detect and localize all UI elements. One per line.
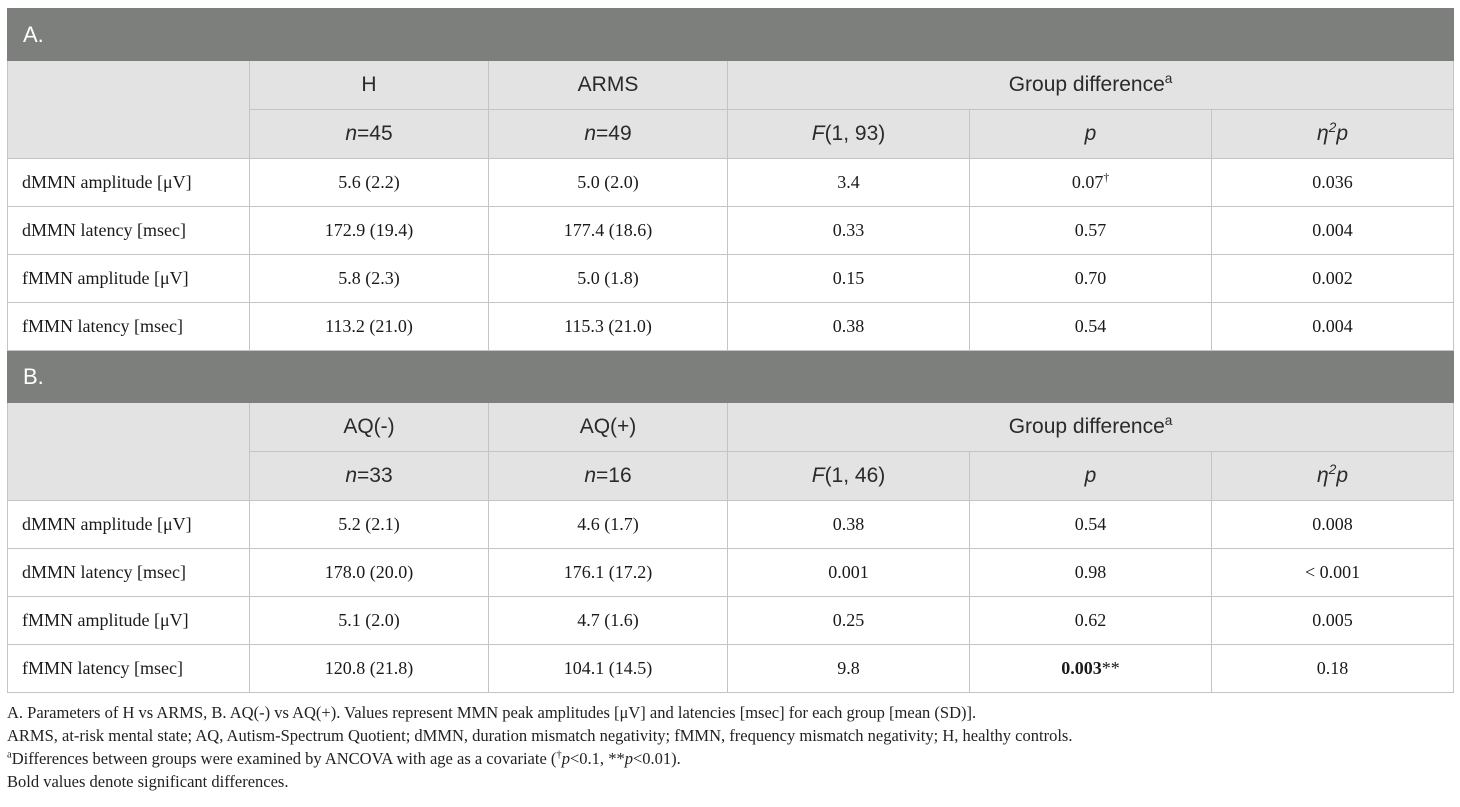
p-header: p xyxy=(969,451,1212,501)
row-label: dMMN amplitude [μV] xyxy=(7,158,250,207)
f-stat-header: F(1, 46) xyxy=(727,451,970,501)
n1-header: n=33 xyxy=(249,451,489,501)
f-stat-header: F(1, 93) xyxy=(727,109,970,159)
footnote-ancova: aDifferences between groups were examine… xyxy=(7,748,681,768)
footnote-bold: Bold values denote significant differenc… xyxy=(7,772,289,791)
stat-header-row: n=45 n=49 F(1, 93) p η2p xyxy=(8,109,1455,159)
p-value: 0.07† xyxy=(969,158,1212,207)
row-label: fMMN amplitude [μV] xyxy=(7,254,250,303)
footnote-abbreviations-groups: A. Parameters of H vs ARMS, B. AQ(-) vs … xyxy=(7,703,977,722)
n1-header: n=45 xyxy=(249,109,489,159)
group1-value: 172.9 (19.4) xyxy=(249,206,489,255)
results-table: A. H ARMS Group differencea n=45 n=49 F(1, 93)… xyxy=(6,8,1455,693)
group2-value: 5.0 (1.8) xyxy=(488,254,728,303)
group1-value: 113.2 (21.0) xyxy=(249,302,489,351)
table-row: dMMN amplitude [μV] 5.2 (2.1) 4.6 (1.7) 0.3… xyxy=(7,500,1455,549)
table-row: dMMN latency [msec] 172.9 (19.4) 177.4 (18… xyxy=(7,206,1455,255)
group1-value: 5.6 (2.2) xyxy=(249,158,489,207)
p-header: p xyxy=(969,109,1212,159)
group1-value: 178.0 (20.0) xyxy=(249,548,489,597)
f-value: 0.15 xyxy=(727,254,970,303)
group-header-row: H ARMS Group differencea xyxy=(7,60,1455,159)
row-label: fMMN latency [msec] xyxy=(7,644,250,693)
f-value: 0.33 xyxy=(727,206,970,255)
row-label: dMMN latency [msec] xyxy=(7,206,250,255)
section-title: A. xyxy=(6,8,1455,61)
p-value: 0.003** xyxy=(969,644,1212,693)
p-value: 0.62 xyxy=(969,596,1212,645)
eta-value: 0.005 xyxy=(1210,596,1455,645)
f-value: 0.001 xyxy=(727,548,970,597)
eta-value: 0.004 xyxy=(1210,302,1455,351)
group2-value: 177.4 (18.6) xyxy=(488,206,728,255)
group1-value: 5.2 (2.1) xyxy=(249,500,489,549)
p-value: 0.57 xyxy=(969,206,1212,255)
section-header-0: A. xyxy=(6,8,1455,61)
empty-header-cell xyxy=(7,402,250,501)
group2-value: 4.7 (1.6) xyxy=(488,596,728,645)
f-value: 0.25 xyxy=(727,596,970,645)
eta-value: 0.036 xyxy=(1210,158,1455,207)
n2-header: n=16 xyxy=(488,451,728,501)
group1-header: AQ(-) xyxy=(249,402,489,452)
f-value: 0.38 xyxy=(727,302,970,351)
table-row: dMMN amplitude [μV] 5.6 (2.2) 5.0 (2.0) 3.4… xyxy=(7,158,1455,207)
group2-header: AQ(+) xyxy=(488,402,728,452)
p-value: 0.54 xyxy=(969,302,1212,351)
row-label: fMMN amplitude [μV] xyxy=(7,596,250,645)
group-difference-header: Group differencea xyxy=(726,402,1455,452)
eta-value: 0.002 xyxy=(1210,254,1455,303)
group2-value: 5.0 (2.0) xyxy=(488,158,728,207)
eta-value: 0.008 xyxy=(1210,500,1455,549)
p-value: 0.70 xyxy=(969,254,1212,303)
p-value: 0.54 xyxy=(969,500,1212,549)
f-value: 3.4 xyxy=(727,158,970,207)
table-footnotes: A. Parameters of H vs ARMS, B. AQ(-) vs … xyxy=(7,701,1453,793)
table-row: dMMN latency [msec] 178.0 (20.0) 176.1 (17… xyxy=(7,548,1455,597)
eta-value: 0.18 xyxy=(1210,644,1455,693)
section-title: B. xyxy=(6,350,1455,403)
results-table-container: A. H ARMS Group differencea n=45 n=49 F(1, 93)… xyxy=(6,8,1455,793)
group2-header: ARMS xyxy=(488,60,728,110)
group2-value: 4.6 (1.7) xyxy=(488,500,728,549)
group2-value: 104.1 (14.5) xyxy=(488,644,728,693)
table-row: fMMN amplitude [μV] 5.8 (2.3) 5.0 (1.8) 0.1… xyxy=(7,254,1455,303)
group2-value: 176.1 (17.2) xyxy=(488,548,728,597)
eta-value: < 0.001 xyxy=(1210,548,1455,597)
footnote-abbreviations: ARMS, at-risk mental state; AQ, Autism-S… xyxy=(7,726,1073,745)
row-label: dMMN amplitude [μV] xyxy=(7,500,250,549)
group1-value: 5.8 (2.3) xyxy=(249,254,489,303)
p-value: 0.98 xyxy=(969,548,1212,597)
row-label: dMMN latency [msec] xyxy=(7,548,250,597)
f-value: 9.8 xyxy=(727,644,970,693)
group1-value: 120.8 (21.8) xyxy=(249,644,489,693)
group2-value: 115.3 (21.0) xyxy=(488,302,728,351)
group-header-row: AQ(-) AQ(+) Group differencea xyxy=(7,402,1455,501)
empty-header-cell xyxy=(7,60,250,159)
eta-header: η2p xyxy=(1210,109,1455,159)
f-value: 0.38 xyxy=(727,500,970,549)
group-difference-header: Group differencea xyxy=(726,60,1455,110)
group1-header: H xyxy=(249,60,489,110)
group1-value: 5.1 (2.0) xyxy=(249,596,489,645)
eta-header: η2p xyxy=(1210,451,1455,501)
row-label: fMMN latency [msec] xyxy=(7,302,250,351)
table-row: fMMN latency [msec] 113.2 (21.0) 115.3 (21… xyxy=(7,302,1455,351)
eta-value: 0.004 xyxy=(1210,206,1455,255)
table-row: fMMN latency [msec] 120.8 (21.8) 104.1 (14… xyxy=(7,644,1455,693)
n2-header: n=49 xyxy=(488,109,728,159)
section-header-1: B. xyxy=(6,350,1455,403)
table-row: fMMN amplitude [μV] 5.1 (2.0) 4.7 (1.6) 0.2… xyxy=(7,596,1455,645)
